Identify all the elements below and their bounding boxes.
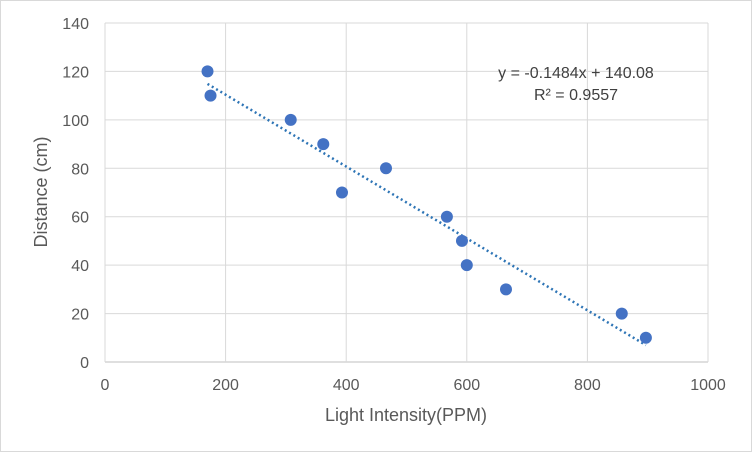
x-tick-label: 200: [212, 377, 239, 394]
trendline: [206, 82, 647, 347]
data-points: [201, 65, 652, 344]
y-tick-label: 120: [62, 64, 89, 81]
data-point: [201, 65, 214, 78]
data-point: [335, 186, 348, 199]
x-tick-label: 1000: [690, 377, 726, 394]
y-tick-label: 60: [71, 210, 89, 227]
trendline-equation: y = -0.1484x + 140.08: [498, 65, 654, 82]
x-axis-title: Light Intensity(PPM): [325, 405, 487, 425]
x-tick-label: 600: [453, 377, 480, 394]
x-tick-label: 400: [333, 377, 360, 394]
data-point: [639, 331, 652, 344]
data-point: [615, 307, 628, 320]
data-point: [317, 138, 330, 151]
y-tick-label: 40: [71, 258, 89, 275]
x-tick-labels: 0 200 400 600 800 1000: [101, 377, 726, 394]
r-squared-label: R² = 0.9557: [534, 87, 618, 104]
data-point: [455, 234, 468, 247]
y-tick-label: 20: [71, 307, 89, 324]
data-point: [204, 89, 217, 102]
data-point: [284, 113, 297, 126]
data-point: [379, 162, 392, 175]
y-tick-label: 80: [71, 161, 89, 178]
data-point: [440, 210, 453, 223]
data-point: [499, 283, 512, 296]
y-axis-title: Distance (cm): [31, 136, 51, 247]
x-tick-label: 0: [101, 377, 110, 394]
y-tick-label: 0: [80, 355, 89, 372]
data-point: [460, 259, 473, 272]
y-tick-label: 140: [62, 16, 89, 33]
gridlines: [104, 22, 709, 363]
x-tick-label: 800: [574, 377, 601, 394]
y-tick-label: 100: [62, 113, 89, 130]
y-tick-labels: 0 20 40 60 80 100 120 140: [62, 16, 89, 372]
